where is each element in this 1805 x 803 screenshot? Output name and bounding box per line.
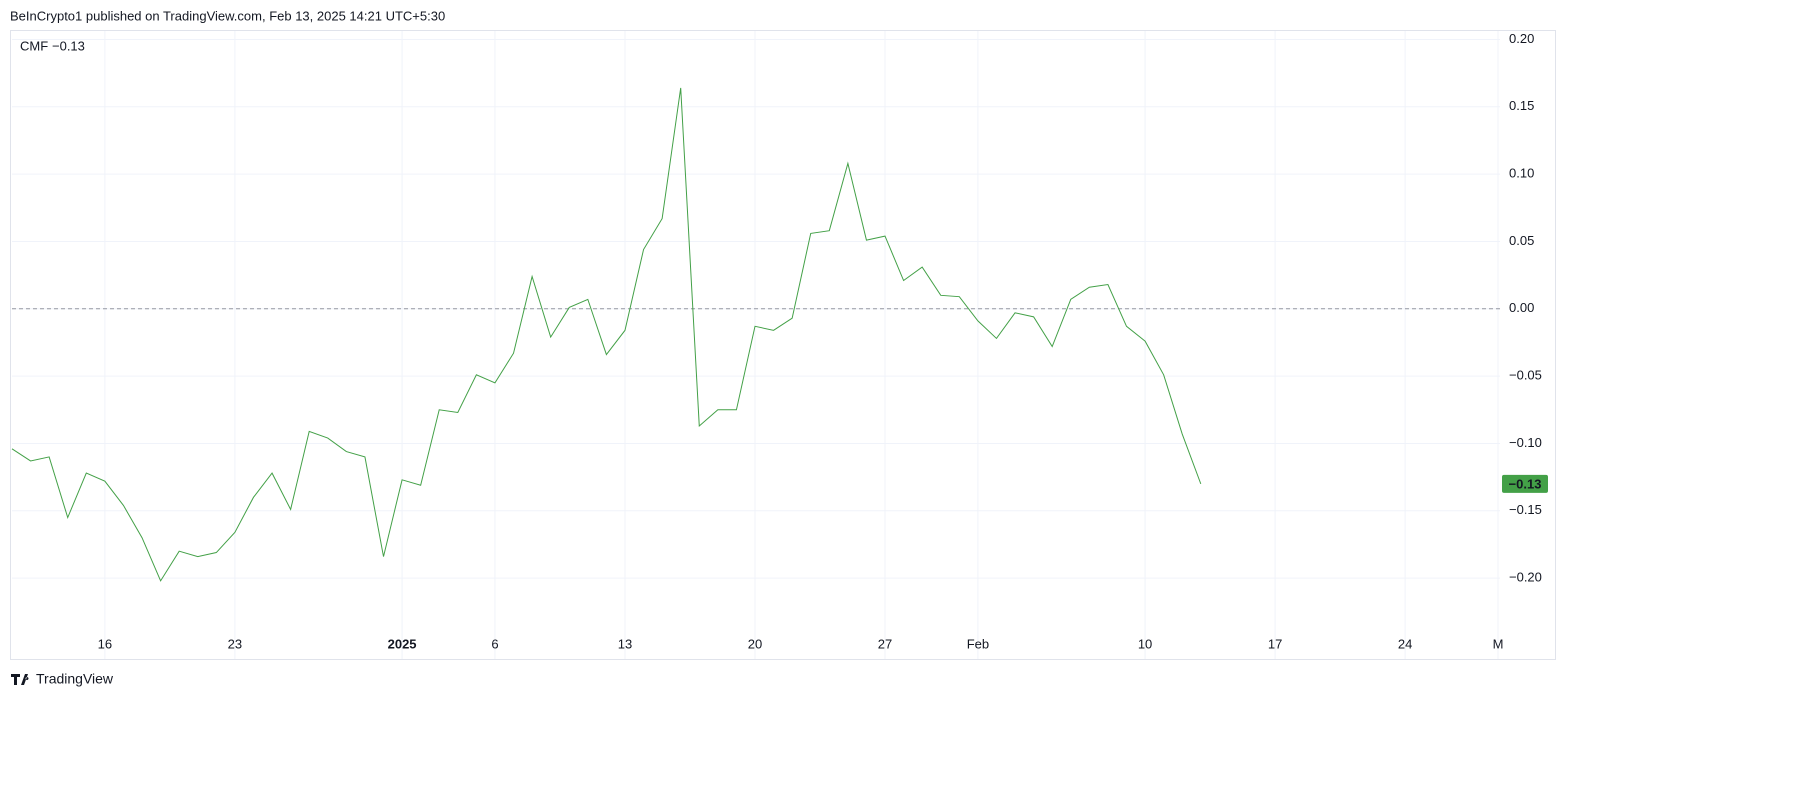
price-tag bbox=[1502, 474, 1548, 493]
x-tick-label: 2025 bbox=[388, 636, 417, 651]
x-tick-label: 6 bbox=[491, 636, 498, 651]
frame bbox=[10, 30, 1556, 660]
y-tick-label: −0.20 bbox=[1509, 570, 1542, 585]
y-tick-label: −0.10 bbox=[1509, 435, 1542, 450]
x-tick-label: 24 bbox=[1398, 636, 1412, 651]
y-tick-label: 0.05 bbox=[1509, 233, 1534, 248]
x-tick-label: 23 bbox=[228, 636, 242, 651]
x-tick-label: 10 bbox=[1138, 636, 1152, 651]
y-tick-label: −0.05 bbox=[1509, 368, 1542, 383]
y-tick-label: 0.00 bbox=[1509, 300, 1534, 315]
footer-logo bbox=[11, 674, 29, 685]
x-tick-label: 20 bbox=[748, 636, 762, 651]
x-tick-label: 13 bbox=[618, 636, 632, 651]
x-tick-label: 17 bbox=[1268, 636, 1282, 651]
footer: TradingView bbox=[36, 671, 114, 687]
x-tick-label: Feb bbox=[967, 636, 989, 651]
legend-name: CMF bbox=[20, 38, 48, 53]
x-tick-label: 27 bbox=[878, 636, 892, 651]
y-tick-label: 0.20 bbox=[1509, 31, 1534, 46]
x-tick-label: 16 bbox=[98, 636, 112, 651]
header: BeInCrypto1 published on TradingView.com… bbox=[10, 8, 445, 23]
price-tag-label: −0.13 bbox=[1509, 476, 1542, 491]
cmf-line bbox=[11, 87, 1202, 582]
y-tick-label: 0.15 bbox=[1509, 98, 1534, 113]
x-tick-label: M bbox=[1493, 636, 1504, 651]
y-tick-label: 0.10 bbox=[1509, 166, 1534, 181]
y-tick-label: −0.15 bbox=[1509, 502, 1542, 517]
legend-value: −0.13 bbox=[52, 38, 85, 53]
